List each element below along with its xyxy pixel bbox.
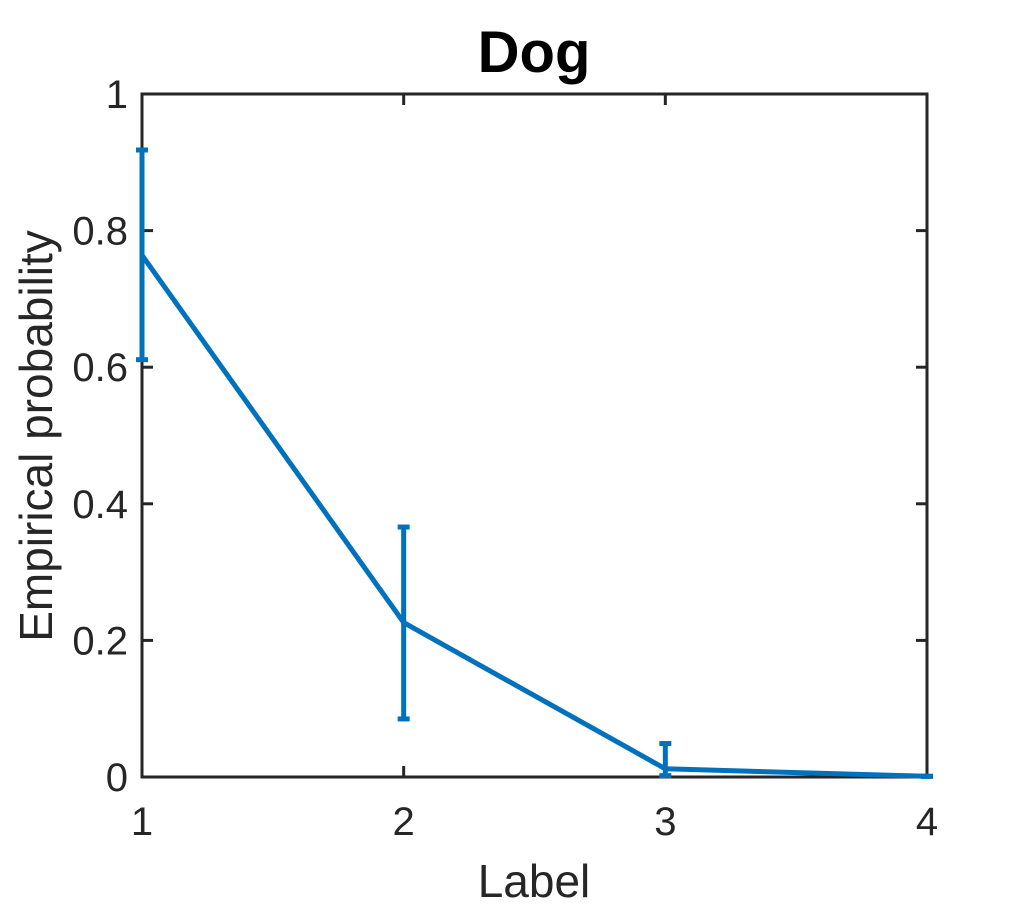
data-point — [924, 773, 930, 779]
data-line — [139, 253, 928, 779]
x-tick-label: 3 — [654, 800, 676, 844]
data-point — [662, 766, 668, 772]
plot-frame — [140, 92, 929, 779]
data-point — [139, 252, 145, 258]
chart-title: Dog — [478, 20, 591, 85]
y-tick-label: 1 — [106, 73, 128, 117]
x-tick-label: 1 — [131, 800, 153, 844]
x-axis-label: Label — [478, 855, 591, 907]
y-tick-label: 0.4 — [72, 483, 128, 527]
y-tick-label: 0.6 — [72, 346, 128, 390]
y-axis: 0 0.2 0.4 0.6 0.8 1 — [72, 73, 927, 800]
x-tick-label: 4 — [916, 800, 938, 844]
y-tick-label: 0.8 — [72, 210, 128, 254]
y-tick-label: 0.2 — [72, 619, 128, 663]
x-tick-label: 2 — [393, 800, 415, 844]
x-axis: 1 2 3 4 — [131, 94, 938, 844]
data-point — [401, 620, 407, 626]
plot-area — [136, 147, 933, 779]
y-axis-label: Empirical probability — [10, 230, 62, 642]
y-tick-label: 0 — [106, 756, 128, 800]
